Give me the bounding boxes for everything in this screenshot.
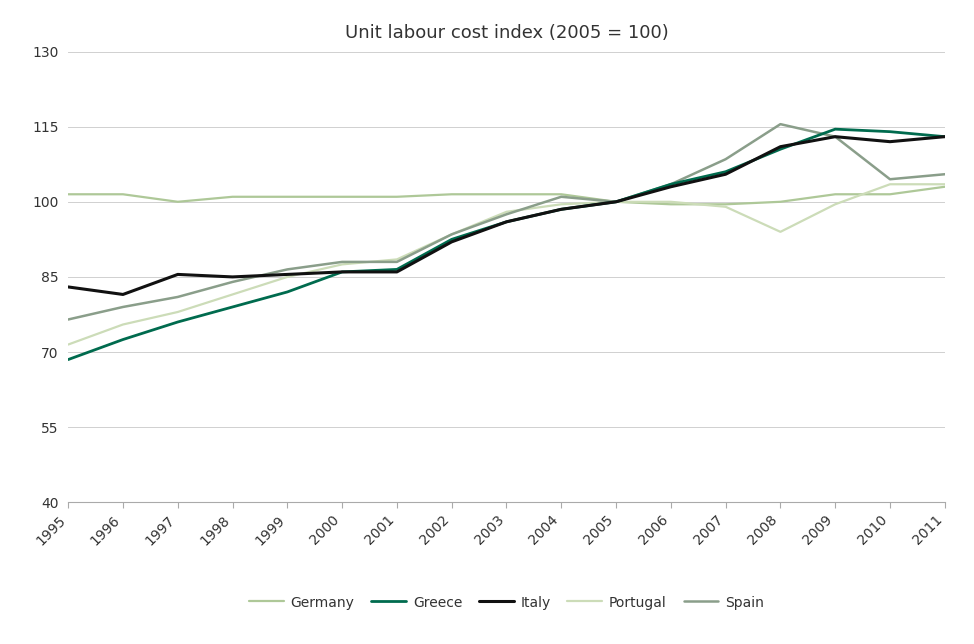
Italy (62, 283, 74, 291)
Germany (774, 198, 786, 205)
Italy (830, 133, 842, 140)
Italy (720, 171, 731, 178)
Portugal (501, 208, 512, 216)
Germany (62, 191, 74, 198)
Germany (939, 183, 951, 191)
Portugal (610, 198, 621, 205)
Spain (336, 258, 348, 266)
Greece (555, 205, 567, 213)
Portugal (830, 200, 842, 208)
Greece (939, 133, 951, 140)
Italy (665, 183, 677, 191)
Spain (391, 258, 402, 266)
Germany (171, 198, 183, 205)
Line: Italy: Italy (68, 137, 945, 294)
Germany (227, 193, 239, 201)
Greece (391, 265, 402, 273)
Spain (446, 231, 458, 238)
Line: Greece: Greece (68, 129, 945, 359)
Greece (62, 355, 74, 363)
Germany (336, 193, 348, 201)
Germany (391, 193, 402, 201)
Legend: Germany, Greece, Italy, Portugal, Spain: Germany, Greece, Italy, Portugal, Spain (244, 591, 769, 616)
Germany (555, 191, 567, 198)
Greece (774, 146, 786, 153)
Germany (610, 198, 621, 205)
Spain (281, 265, 293, 273)
Italy (939, 133, 951, 140)
Italy (117, 290, 129, 298)
Greece (610, 198, 621, 205)
Spain (939, 171, 951, 178)
Spain (884, 175, 896, 183)
Italy (610, 198, 621, 205)
Portugal (117, 321, 129, 328)
Spain (830, 133, 842, 140)
Spain (610, 198, 621, 205)
Germany (665, 200, 677, 208)
Germany (446, 191, 458, 198)
Italy (227, 273, 239, 281)
Italy (774, 143, 786, 151)
Spain (171, 293, 183, 301)
Spain (62, 316, 74, 323)
Line: Portugal: Portugal (68, 184, 945, 345)
Portugal (336, 261, 348, 269)
Greece (720, 168, 731, 176)
Italy (555, 205, 567, 213)
Portugal (227, 290, 239, 298)
Italy (884, 138, 896, 146)
Spain (720, 155, 731, 163)
Portugal (774, 228, 786, 236)
Germany (501, 191, 512, 198)
Portugal (555, 200, 567, 208)
Greece (446, 236, 458, 243)
Greece (884, 128, 896, 135)
Portugal (281, 273, 293, 281)
Italy (336, 268, 348, 276)
Portugal (391, 256, 402, 263)
Italy (446, 238, 458, 246)
Germany (720, 200, 731, 208)
Germany (884, 191, 896, 198)
Greece (117, 336, 129, 343)
Germany (281, 193, 293, 201)
Greece (665, 180, 677, 188)
Italy (501, 218, 512, 225)
Line: Spain: Spain (68, 124, 945, 319)
Germany (117, 191, 129, 198)
Spain (501, 211, 512, 218)
Italy (281, 270, 293, 278)
Portugal (720, 203, 731, 211)
Greece (336, 268, 348, 276)
Portugal (171, 308, 183, 316)
Line: Germany: Germany (68, 187, 945, 204)
Greece (830, 126, 842, 133)
Portugal (446, 231, 458, 238)
Portugal (939, 180, 951, 188)
Spain (774, 120, 786, 128)
Spain (665, 180, 677, 188)
Portugal (62, 341, 74, 348)
Spain (555, 193, 567, 201)
Spain (227, 278, 239, 286)
Portugal (884, 180, 896, 188)
Title: Unit labour cost index (2005 = 100): Unit labour cost index (2005 = 100) (345, 24, 668, 42)
Greece (501, 218, 512, 225)
Italy (391, 268, 402, 276)
Germany (830, 191, 842, 198)
Italy (171, 270, 183, 278)
Greece (171, 318, 183, 326)
Spain (117, 303, 129, 311)
Greece (227, 303, 239, 311)
Greece (281, 288, 293, 296)
Portugal (665, 198, 677, 205)
